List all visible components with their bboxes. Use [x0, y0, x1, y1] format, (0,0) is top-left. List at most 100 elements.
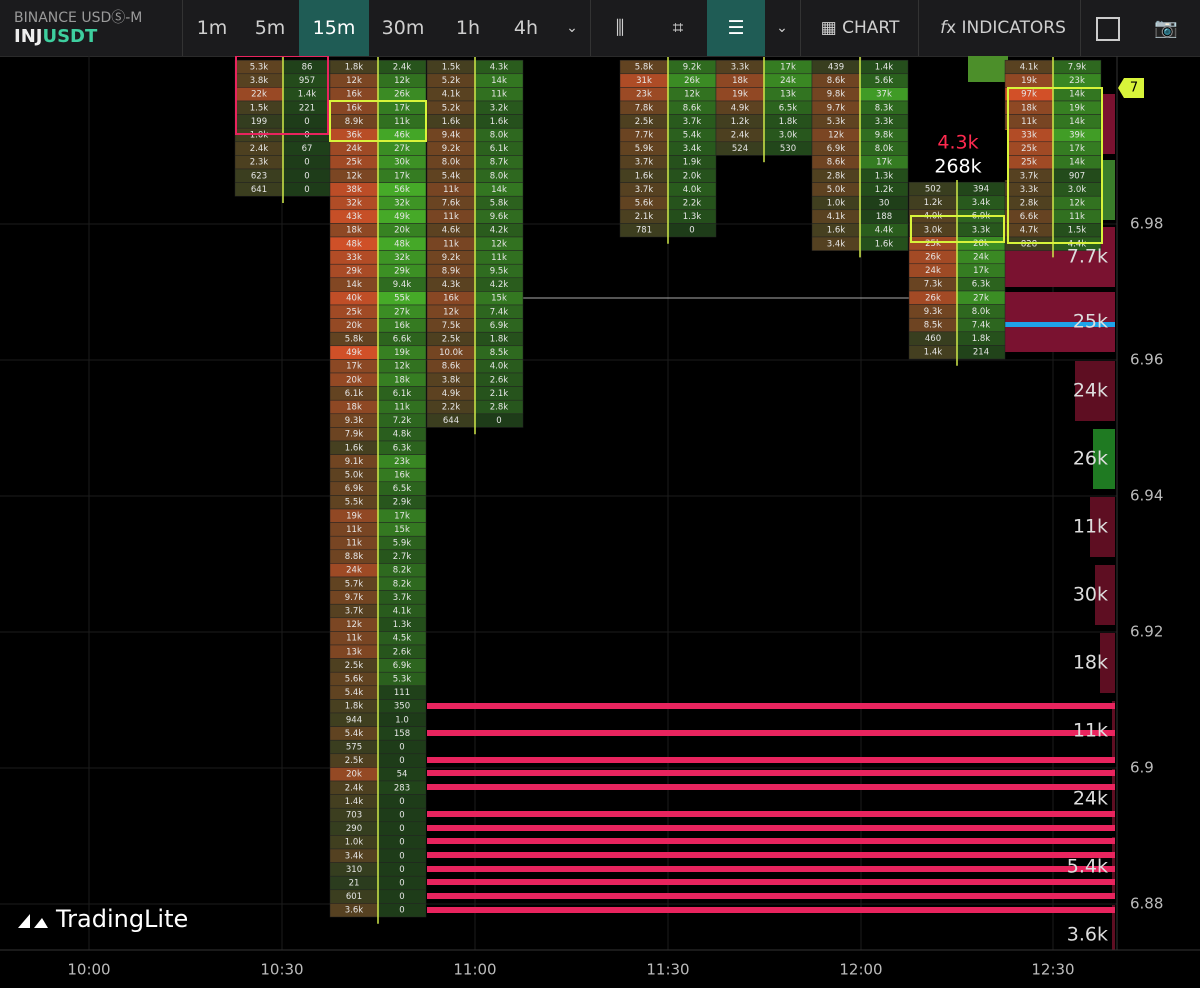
- cell-value: 38k: [346, 185, 362, 195]
- interval[interactable]: 5m: [254, 17, 286, 39]
- cell-value: 19k: [394, 348, 410, 358]
- cell-value: 49k: [394, 212, 410, 222]
- interval[interactable]: 15m: [299, 0, 369, 56]
- cell-value: 18k: [732, 76, 748, 86]
- cell-value: 9.8k: [827, 90, 846, 100]
- time-label: 12:30: [1031, 961, 1074, 979]
- cell-value: 6.3k: [393, 443, 412, 453]
- dropdown[interactable]: ⌄: [776, 20, 788, 36]
- cell-value: 290: [346, 824, 362, 834]
- cell-value: 7.6k: [442, 199, 461, 209]
- cell-value: 4.2k: [490, 280, 509, 290]
- heat-block: [1093, 429, 1115, 489]
- cell-value: 7.9k: [1068, 63, 1087, 73]
- footprint-icon[interactable]: ⌗: [672, 17, 684, 39]
- logo: TradingLite: [18, 905, 188, 933]
- cell-value: 5.6k: [345, 675, 364, 685]
- cell-value: 6.3k: [972, 280, 991, 290]
- interval[interactable]: 1h: [455, 17, 481, 39]
- cell-value: 12k: [684, 90, 700, 100]
- cell-value: 8.3k: [875, 103, 894, 113]
- cell-value: 601: [346, 892, 362, 902]
- heat-label: 11k: [1073, 720, 1108, 742]
- cell-value: 5.4k: [683, 131, 702, 141]
- candles-icon[interactable]: ⫼: [615, 17, 625, 39]
- cell-value: 4.0k: [490, 362, 509, 372]
- cell-value: 11k: [1021, 117, 1037, 127]
- price-label: 6.9: [1130, 759, 1154, 777]
- heat-label: 25k: [1073, 311, 1108, 333]
- interval[interactable]: 30m: [381, 17, 425, 39]
- cell-value: 17k: [780, 63, 796, 73]
- cell-value: 4.5k: [393, 634, 412, 644]
- cell-value: 14k: [1069, 117, 1085, 127]
- cell-value: 3.3k: [875, 117, 894, 127]
- cell-value: 0: [304, 185, 309, 195]
- cell-value: 1.5k: [1068, 226, 1087, 236]
- cell-value: 5.0k: [827, 185, 846, 195]
- cell-value: 32k: [346, 199, 362, 209]
- cell-value: 1.8k: [345, 702, 364, 712]
- heatmap-icon[interactable]: ☰: [707, 0, 765, 56]
- cell-value: 7.8k: [635, 103, 654, 113]
- cell-value: 11k: [443, 239, 459, 249]
- cell-value: 1.4k: [345, 797, 364, 807]
- cell-value: 24k: [780, 76, 796, 86]
- cell-value: 8.8k: [345, 552, 364, 562]
- cell-value: 9.3k: [924, 307, 943, 317]
- chart-button[interactable]: ▦ CHART: [820, 18, 900, 38]
- cell-value: 5.4k: [345, 688, 364, 698]
- cell-value: 23k: [1069, 76, 1085, 86]
- symbol[interactable]: INJUSDT: [14, 26, 97, 47]
- cell-value: 0: [399, 838, 404, 848]
- interval[interactable]: 1m: [196, 17, 228, 39]
- time-label: 11:30: [646, 961, 689, 979]
- cell-value: 30k: [394, 158, 410, 168]
- cell-value: 97k: [1021, 90, 1037, 100]
- cell-value: 3.7k: [635, 158, 654, 168]
- cell-value: 2.5k: [345, 756, 364, 766]
- cell-value: 0: [399, 851, 404, 861]
- cell-value: 0: [399, 865, 404, 875]
- cell-value: 5.2k: [442, 103, 461, 113]
- liq-bar: [427, 784, 1115, 790]
- cell-value: 907: [1069, 171, 1085, 181]
- cell-value: 1.2k: [924, 198, 943, 208]
- fullscreen[interactable]: [1096, 17, 1120, 41]
- cell-value: 16k: [346, 103, 362, 113]
- cell-value: 1.4k: [924, 348, 943, 358]
- heat-block: [1095, 565, 1115, 625]
- cell-value: 1.0k: [250, 131, 269, 141]
- cell-value: 1.6k: [345, 443, 364, 453]
- cell-value: 27k: [394, 307, 410, 317]
- interval[interactable]: 4h: [513, 17, 539, 39]
- cell-value: 460: [925, 334, 941, 344]
- cell-value: 6.9k: [393, 661, 412, 671]
- price-label: 6.88: [1130, 895, 1163, 913]
- indicators-button[interactable]: fx INDICATORS: [940, 18, 1066, 38]
- liq-bar: [427, 852, 1115, 858]
- cell-value: 31k: [636, 76, 652, 86]
- cell-value: 1.8k: [972, 334, 991, 344]
- cell-value: 4.2k: [490, 226, 509, 236]
- cell-value: 19k: [1021, 76, 1037, 86]
- cell-value: 2.5k: [345, 661, 364, 671]
- cell-value: 14k: [491, 185, 507, 195]
- cell-value: 214: [973, 348, 989, 358]
- logo-icon: [18, 914, 48, 928]
- cell-value: 6.9k: [490, 321, 509, 331]
- cell-value: 1.4k: [875, 63, 894, 73]
- cell-value: 3.6k: [345, 906, 364, 916]
- cell-value: 5.9k: [635, 144, 654, 154]
- cell-value: 644: [443, 416, 459, 426]
- camera[interactable]: 📷: [1154, 17, 1178, 39]
- dropdown[interactable]: ⌄: [566, 20, 578, 36]
- pink-box: [235, 56, 329, 135]
- cell-value: 4.1k: [1020, 63, 1039, 73]
- cell-value: 13k: [346, 647, 362, 657]
- cell-value: 1.3k: [683, 212, 702, 222]
- cell-value: 5.4k: [345, 729, 364, 739]
- cell-value: 11k: [491, 90, 507, 100]
- cell-value: 29k: [394, 267, 410, 277]
